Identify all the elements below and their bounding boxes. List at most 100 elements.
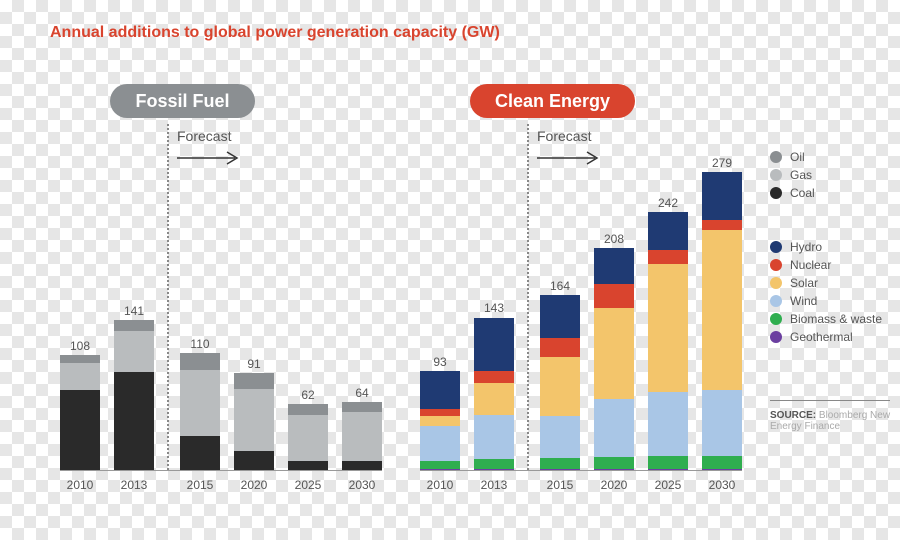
fossil-seg-gas: [114, 331, 154, 372]
fossil-bar-total: 108: [70, 339, 90, 353]
clean-seg-biomass: [648, 456, 688, 469]
legend-swatch: [770, 187, 782, 199]
legend-swatch: [770, 331, 782, 343]
fossil-seg-oil: [114, 320, 154, 332]
legend-label: Gas: [790, 168, 812, 182]
clean-x-label: 2015: [547, 478, 574, 492]
fossil-bar-total: 110: [190, 337, 209, 351]
legend-group: Oil Gas Coal: [770, 150, 815, 204]
clean-seg-geothermal: [420, 469, 460, 470]
fossil-seg-gas: [288, 415, 328, 462]
legend-label: Coal: [790, 186, 815, 200]
fossil-seg-gas: [234, 389, 274, 451]
clean-x-label: 2010: [427, 478, 454, 492]
fossil-seg-gas: [342, 412, 382, 461]
fossil-x-label: 2025: [295, 478, 322, 492]
chart-title-text: Annual additions to global power generat…: [50, 24, 500, 41]
clean-x-label: 2020: [601, 478, 628, 492]
fossil-x-label: 2020: [241, 478, 268, 492]
clean-seg-solar: [540, 357, 580, 416]
fossil-seg-oil: [60, 355, 100, 364]
legend-item: Solar: [770, 276, 882, 290]
clean-seg-geothermal: [702, 469, 742, 470]
clean-seg-wind: [420, 426, 460, 461]
clean-seg-solar: [702, 230, 742, 390]
clean-seg-nuclear: [648, 250, 688, 264]
clean-seg-wind: [594, 399, 634, 458]
fossil-bar: [180, 150, 220, 470]
source-line: SOURCE: Bloomberg New Energy Finance: [770, 410, 900, 432]
legend-label: Oil: [790, 150, 805, 164]
fossil-seg-gas: [60, 363, 100, 390]
legend-swatch: [770, 295, 782, 307]
fossil-seg-oil: [342, 402, 382, 413]
fossil-x-label: 2015: [187, 478, 214, 492]
fossil-seg-coal: [114, 372, 154, 470]
clean-seg-biomass: [540, 458, 580, 469]
clean-seg-solar: [474, 383, 514, 415]
clean-seg-geothermal: [474, 469, 514, 470]
clean-seg-solar: [594, 308, 634, 399]
clean-bar-total: 93: [433, 355, 446, 369]
fossil-seg-coal: [234, 451, 274, 470]
fossil-bar: [342, 150, 382, 470]
clean-seg-solar: [420, 416, 460, 427]
clean-seg-wind: [648, 392, 688, 456]
clean-bar-total: 164: [550, 279, 570, 293]
clean-bar-total: 242: [658, 196, 678, 210]
clean-bar-total: 279: [712, 156, 732, 170]
clean-seg-solar: [648, 264, 688, 392]
legend-label: Nuclear: [790, 258, 831, 272]
clean-seg-wind: [540, 416, 580, 459]
legend-item: Hydro: [770, 240, 882, 254]
clean-seg-biomass: [702, 456, 742, 469]
legend-item: Geothermal: [770, 330, 882, 344]
fossil-bar-total: 91: [247, 357, 260, 371]
fossil-seg-oil: [234, 373, 274, 389]
clean-bar-total: 208: [604, 232, 624, 246]
legend-swatch: [770, 259, 782, 271]
legend-label: Biomass & waste: [790, 312, 882, 326]
legend-item: Biomass & waste: [770, 312, 882, 326]
clean-seg-nuclear: [702, 220, 742, 230]
legend-swatch: [770, 313, 782, 325]
fossil-seg-coal: [180, 436, 220, 470]
clean-seg-hydro: [648, 212, 688, 250]
legend-group: HydroNuclearSolarWindBiomass & wasteGeot…: [770, 240, 882, 348]
clean-seg-hydro: [594, 248, 634, 284]
clean-seg-wind: [474, 415, 514, 460]
chart-title: Annual additions to global power generat…: [50, 24, 500, 42]
fossil-x-label: 2013: [121, 478, 148, 492]
legend-swatch: [770, 151, 782, 163]
clean-bar: [594, 150, 634, 470]
clean-baseline: [420, 470, 742, 471]
fossil-seg-coal: [342, 461, 382, 470]
clean-seg-wind: [702, 390, 742, 456]
fossil-pill: Fossil Fuel: [110, 84, 255, 118]
clean-bar: [540, 150, 580, 470]
clean-seg-geothermal: [540, 469, 580, 470]
clean-x-label: 2025: [655, 478, 682, 492]
clean-seg-hydro: [420, 371, 460, 409]
clean-seg-nuclear: [474, 371, 514, 383]
clean-seg-nuclear: [540, 338, 580, 357]
clean-seg-geothermal: [594, 469, 634, 470]
fossil-bar-total: 64: [355, 386, 368, 400]
fossil-forecast-label: Forecast: [177, 128, 231, 144]
fossil-forecast-line: [167, 124, 169, 470]
clean-x-label: 2030: [709, 478, 736, 492]
legend-swatch: [770, 169, 782, 181]
fossil-seg-coal: [60, 390, 100, 470]
legend-swatch: [770, 277, 782, 289]
clean-seg-hydro: [702, 172, 742, 220]
legend-item: Coal: [770, 186, 815, 200]
fossil-baseline: [60, 470, 382, 471]
legend-item: Oil: [770, 150, 815, 164]
clean-seg-geothermal: [648, 469, 688, 470]
clean-forecast-label: Forecast: [537, 128, 591, 144]
legend-label: Geothermal: [790, 330, 853, 344]
source-label: SOURCE:: [770, 410, 816, 421]
fossil-bar: [288, 150, 328, 470]
fossil-bar-total: 141: [124, 304, 144, 318]
clean-x-label: 2013: [481, 478, 508, 492]
